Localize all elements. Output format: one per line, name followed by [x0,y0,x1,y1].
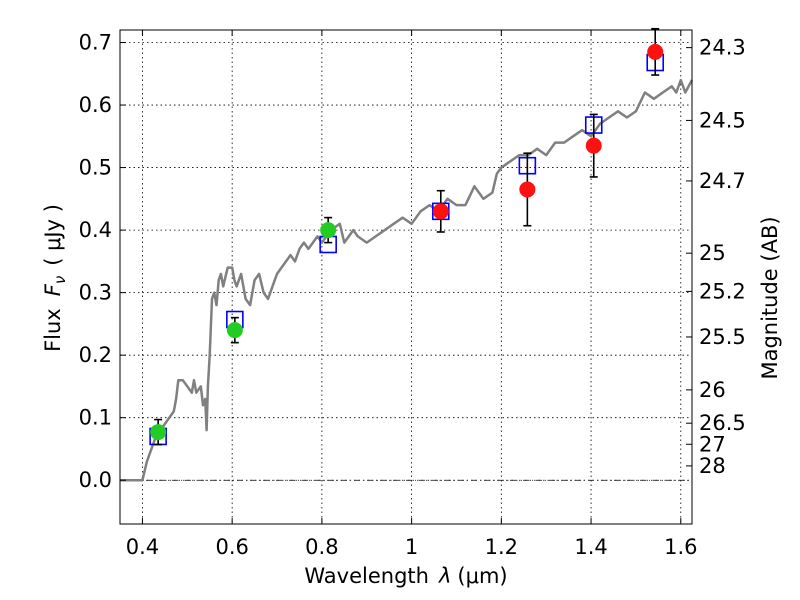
y-tick-label: 0.5 [79,156,112,180]
observed-point-nir-2 [585,137,602,154]
x-tick-label: 0.6 [215,535,248,559]
x-tick-label: 0.8 [305,535,338,559]
y-axis-title: Flux Fν ( μJy ) [41,204,69,352]
x-tick-label: 1.4 [574,535,607,559]
y-axis-subscript: ν [51,276,69,284]
x-axis-label-text: Wavelength [304,564,429,588]
x-tick-label: 1 [405,535,418,559]
y2-axis-title: Magnitude (AB) [758,216,782,379]
x-tick-label: 1.6 [664,535,697,559]
y-axis-label-text: Flux [41,308,65,352]
y-tick-label: 0.2 [79,343,112,367]
y2-tick-label: 25 [699,241,726,265]
y2-tick-label: 27 [699,432,726,456]
y-tick-label: 0.6 [79,93,112,117]
observed-point-nir-0 [432,203,449,220]
y2-tick-label: 24.3 [699,36,746,60]
y-tick-label: 0.0 [79,468,112,492]
y-tick-label: 0.4 [79,218,112,242]
y2-tick-label: 26 [699,378,726,402]
y-axis-symbol: F [41,283,65,296]
markers [149,27,665,446]
y2-tick-label: 24.5 [699,108,746,132]
x-axis-ticks: 0.4 0.6 0.8 1 1.2 1.4 1.6 [126,30,697,559]
x-axis-unit: (μm) [457,564,507,588]
plot-frame [119,29,693,525]
grid [120,30,692,524]
sed-curve-group [120,78,694,482]
y-axis-unit: ( μJy ) [41,204,65,266]
observed-point-nir-3 [647,43,664,60]
y-axis-ticks: 0.0 0.1 0.2 0.3 0.4 0.5 0.6 0.7 [79,31,126,492]
y2-tick-label: 25.2 [699,279,746,303]
observed-point-optical-0 [150,424,167,441]
observed-point-optical-2 [320,222,337,239]
x-axis-symbol: λ [438,564,451,588]
sed-curve [120,78,694,482]
y2-tick-label: 25.5 [699,325,746,349]
y-tick-label: 0.1 [79,406,112,430]
observed-point-optical-1 [226,322,243,339]
y2-tick-label: 28 [699,454,726,478]
x-tick-label: 0.4 [126,535,159,559]
observed-point-nir-1 [519,181,536,198]
y-tick-label: 0.3 [79,281,112,305]
y2-tick-label: 24.7 [699,169,746,193]
y2-tick-label: 26.5 [699,411,746,435]
x-axis-title: Wavelength λ (μm) [304,564,507,588]
y-tick-label: 0.7 [79,31,112,55]
x-tick-label: 1.2 [485,535,518,559]
